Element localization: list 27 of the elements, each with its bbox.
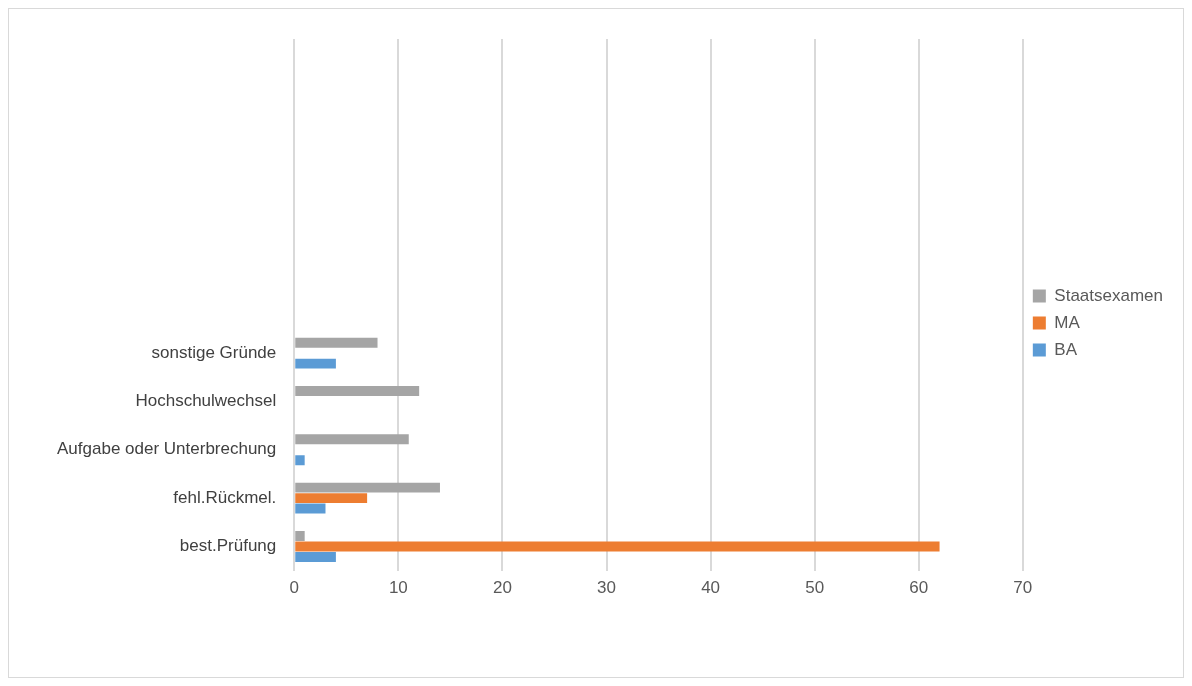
y-tick-label: fehl.Rückmel. [173, 487, 277, 507]
bar [295, 386, 420, 396]
x-tick-label: 20 [492, 578, 512, 598]
bar [295, 358, 336, 369]
bar [295, 493, 368, 504]
bar [295, 482, 440, 493]
y-tick-label: Hochschulwechsel [135, 391, 277, 411]
legend-label: MA [1054, 312, 1081, 332]
x-tick-label: 40 [701, 578, 721, 598]
bar [295, 551, 336, 562]
x-tick-label: 30 [597, 578, 616, 598]
y-tick-label: best.Prüfung [179, 536, 277, 556]
y-tick-label: sonstige Gründe [151, 342, 277, 362]
x-tick-label: 10 [388, 578, 408, 598]
bar [295, 503, 326, 514]
x-tick-label: 0 [289, 578, 299, 598]
x-tick-label: 50 [805, 578, 825, 598]
bar [295, 434, 409, 445]
bar [295, 455, 305, 466]
bar [295, 337, 378, 348]
bar [295, 541, 940, 552]
legend-label: BA [1054, 339, 1078, 359]
legend-label: Staatsexamen [1054, 285, 1164, 305]
y-tick-label: Aufgabe oder Unterbrechung [57, 439, 277, 459]
x-tick-label: 70 [1013, 578, 1033, 598]
bar [295, 530, 305, 541]
x-tick-label: 60 [909, 578, 929, 598]
